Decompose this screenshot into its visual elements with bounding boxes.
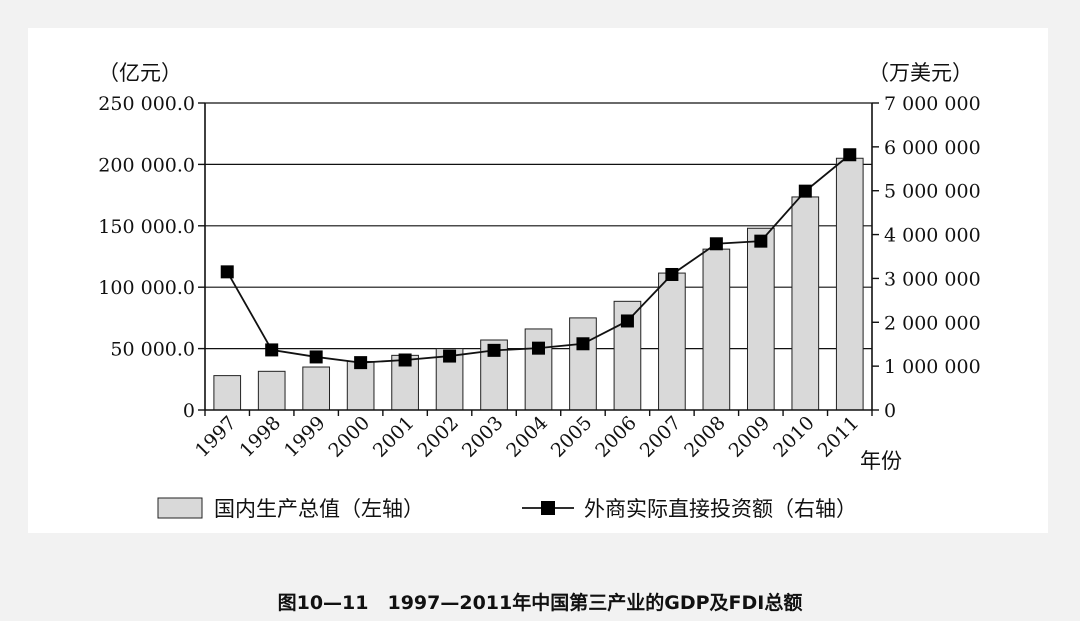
x-axis-label: 年份 xyxy=(860,449,902,473)
gdp-bar-1999 xyxy=(302,366,331,411)
fdi-point-2006 xyxy=(620,314,634,328)
gdp-bar-2005 xyxy=(569,317,597,411)
right-axis-unit: （万美元） xyxy=(868,61,973,85)
chart-panel xyxy=(28,28,1048,533)
fdi-point-2008 xyxy=(709,237,723,251)
left-tick-label: 100 000.0 xyxy=(98,277,195,299)
legend-gdp-label: 国内生产总值（左轴） xyxy=(214,497,424,521)
fdi-point-2005 xyxy=(576,337,590,351)
fdi-line-series xyxy=(220,148,857,370)
right-tick-label: 0 xyxy=(884,400,896,422)
legend-fdi-marker xyxy=(541,501,555,515)
legend-gdp-swatch xyxy=(157,497,203,519)
legend: 国内生产总值（左轴） 外商实际直接投资额（右轴） xyxy=(157,497,857,521)
right-tick-label: 7 000 000 xyxy=(884,93,981,115)
gdp-bar-2008 xyxy=(702,248,731,411)
axes xyxy=(198,102,879,416)
right-tick-label: 3 000 000 xyxy=(884,268,981,290)
left-tick-label: 0 xyxy=(183,400,195,422)
figure-caption: 图10—11 1997—2011年中国第三产业的GDP及FDI总额 xyxy=(278,591,803,614)
fdi-point-2007 xyxy=(665,267,679,281)
fdi-point-2001 xyxy=(398,353,412,367)
left-tick-labels: 0 50 000.0 100 000.0 150 000.0 200 000.0 250 … xyxy=(98,93,195,422)
right-tick-label: 1 000 000 xyxy=(884,356,981,378)
left-tick-label: 250 000.0 xyxy=(98,93,195,115)
right-tick-label: 6 000 000 xyxy=(884,137,981,159)
fdi-point-1998 xyxy=(265,343,279,357)
gdp-bar-2011 xyxy=(835,157,864,411)
right-tick-labels: 0 1 000 000 2 000 000 3 000 000 4 000 000 5 0… xyxy=(884,93,981,422)
gdp-bar-1998 xyxy=(257,370,286,411)
gdp-bar-2010 xyxy=(791,196,820,411)
gdp-bar-2004 xyxy=(524,328,553,411)
fdi-point-2003 xyxy=(487,343,501,357)
left-tick-label: 200 000.0 xyxy=(98,154,195,176)
gdp-bar-2009 xyxy=(746,227,775,411)
right-tick-label: 4 000 000 xyxy=(884,225,981,247)
gdp-bars xyxy=(213,157,864,411)
gdp-bar-1997 xyxy=(213,375,242,411)
gdp-bar-2007 xyxy=(658,272,686,411)
fdi-point-2010 xyxy=(798,184,812,198)
right-tick-label: 5 000 000 xyxy=(884,181,981,203)
fdi-point-2011 xyxy=(843,148,857,162)
fdi-point-2002 xyxy=(443,349,457,363)
left-tick-label: 150 000.0 xyxy=(98,216,195,238)
left-tick-label: 50 000.0 xyxy=(110,339,195,361)
left-axis-unit: （亿元） xyxy=(98,61,182,85)
fdi-point-2009 xyxy=(754,234,768,248)
fdi-point-1997 xyxy=(220,265,234,279)
right-tick-label: 2 000 000 xyxy=(884,312,981,334)
legend-fdi-label: 外商实际直接投资额（右轴） xyxy=(584,497,857,521)
fdi-point-1999 xyxy=(309,350,323,364)
fdi-point-2000 xyxy=(354,356,368,370)
fdi-point-2004 xyxy=(532,341,545,355)
